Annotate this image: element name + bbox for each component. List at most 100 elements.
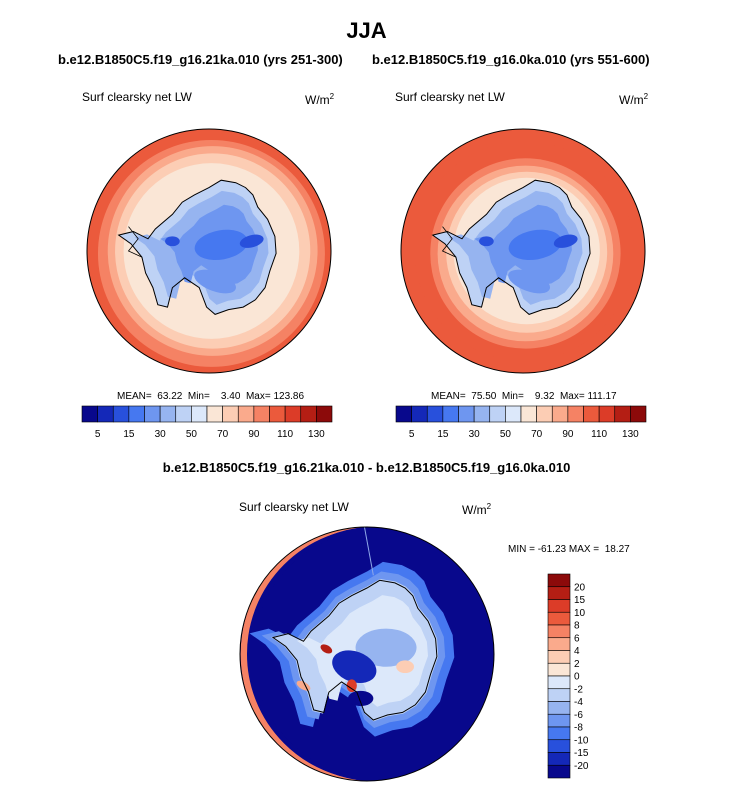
colorbar-cell: [547, 650, 571, 664]
map-field: [401, 129, 645, 373]
panel-1-case-title: b.e12.B1850C5.f19_g16.21ka.010 (yrs 251-…: [58, 52, 343, 67]
colorbar-0ka: 5 15 30 50 70 90 110 130: [395, 405, 647, 440]
panel-2-case-title: b.e12.B1850C5.f19_g16.0ka.010 (yrs 551-6…: [372, 52, 650, 67]
colorbar-cell: [547, 573, 571, 588]
colorbar-cell: [128, 405, 145, 423]
map-field: [240, 527, 494, 781]
colorbar-21ka: 5 15 30 50 70 90 110 130: [81, 405, 333, 440]
colorbar-tick-label: 15: [574, 595, 586, 606]
map-field: [87, 129, 331, 373]
colorbar-tick-label: -15: [574, 748, 589, 759]
colorbar-tick-label: 30: [469, 429, 481, 440]
colorbar-cell: [547, 701, 571, 715]
colorbar-cell: [411, 405, 428, 423]
colorbar-cell: [237, 405, 255, 423]
colorbar-cell: [253, 405, 270, 423]
colorbar-tick-label: 15: [123, 429, 135, 440]
colorbar-tick-label: 6: [574, 633, 580, 644]
difference-units: W/m2: [462, 502, 492, 517]
colorbar-tick-label: 0: [574, 672, 580, 683]
colorbar-tick-label: 5: [409, 429, 415, 440]
panel-1-subtitle: Surf clearsky net LW: [82, 90, 192, 104]
colorbar-tick-label: 130: [622, 429, 639, 440]
colorbar-tick-label: -4: [574, 697, 583, 708]
figure-title: JJA: [346, 18, 387, 43]
colorbar-cell: [547, 624, 571, 639]
colorbar-cell: [547, 752, 571, 766]
colorbar-cell: [547, 688, 571, 702]
colorbar-cell: [112, 405, 130, 423]
colorbar-tick-label: 110: [277, 429, 293, 440]
colorbar-cell: [191, 405, 208, 423]
colorbar-cell: [316, 405, 333, 423]
colorbar-cell: [547, 599, 571, 613]
difference-title: b.e12.B1850C5.f19_g16.21ka.010 - b.e12.B…: [162, 460, 571, 475]
colorbar-tick-label: -20: [574, 761, 589, 772]
colorbar-cell: [551, 405, 569, 423]
difference-subtitle: Surf clearsky net LW: [239, 500, 349, 514]
colorbar-tick-label: -10: [574, 735, 589, 746]
colorbar-cell: [489, 405, 506, 423]
colorbar-cell: [547, 675, 571, 690]
colorbar-cell: [222, 405, 239, 423]
panel-1-units: W/m2: [305, 92, 335, 107]
colorbar-cell: [505, 405, 522, 423]
colorbar-cell: [598, 405, 616, 423]
colorbar-cell: [630, 405, 647, 423]
colorbar-cell: [426, 405, 444, 423]
colorbar-tick-label: 20: [574, 582, 586, 593]
colorbar-cell: [144, 405, 161, 423]
map-difference: [239, 526, 495, 782]
panel-2-stats: MEAN= 75.50 Min= 9.32 Max= 111.17: [431, 391, 617, 402]
colorbar-tick-label: 90: [562, 429, 574, 440]
colorbar-tick-label: 90: [248, 429, 260, 440]
colorbar-cell: [547, 662, 571, 677]
colorbar-tick-label: 70: [531, 429, 543, 440]
colorbar-cell: [614, 405, 631, 423]
colorbar-tick-label: -6: [574, 710, 583, 721]
colorbar-cell: [97, 405, 114, 423]
colorbar-cell: [442, 405, 459, 423]
difference-stats: MIN = -61.23 MAX = 18.27: [508, 544, 630, 555]
colorbar-cell: [520, 405, 537, 423]
colorbar-cell: [395, 405, 412, 423]
colorbar-tick-label: 8: [574, 621, 580, 632]
colorbar-tick-label: 2: [574, 659, 580, 670]
colorbar-tick-label: 30: [155, 429, 167, 440]
colorbar-cell: [81, 405, 98, 423]
colorbar-tick-label: -8: [574, 723, 583, 734]
colorbar-cell: [547, 586, 571, 600]
colorbar-cell: [269, 405, 286, 423]
colorbar-cell: [458, 405, 475, 423]
map-21ka: [86, 128, 332, 374]
colorbar-tick-label: 10: [574, 608, 586, 619]
colorbar-cell: [547, 726, 571, 741]
colorbar-tick-label: 4: [574, 646, 580, 657]
colorbar-tick-label: 70: [217, 429, 229, 440]
colorbar-cell: [175, 405, 192, 423]
colorbar-cell: [547, 637, 571, 651]
colorbar-tick-label: 50: [500, 429, 512, 440]
colorbar-cell: [547, 739, 571, 753]
colorbar-tick-label: 130: [308, 429, 325, 440]
panel-2-units: W/m2: [619, 92, 649, 107]
map-0ka: [400, 128, 646, 374]
colorbar-cell: [547, 713, 571, 728]
colorbar-cell: [473, 405, 491, 423]
colorbar-tick-label: 15: [437, 429, 449, 440]
colorbar-tick-label: 5: [95, 429, 101, 440]
colorbar-cell: [536, 405, 553, 423]
panel-2-subtitle: Surf clearsky net LW: [395, 90, 505, 104]
colorbar-cell: [583, 405, 600, 423]
colorbar-tick-label: 110: [591, 429, 607, 440]
colorbar-cell: [284, 405, 302, 423]
colorbar-tick-label: 50: [186, 429, 198, 440]
colorbar-cell: [206, 405, 223, 423]
colorbar-cell: [567, 405, 584, 423]
colorbar-cell: [300, 405, 317, 423]
colorbar-cell: [159, 405, 177, 423]
colorbar-cell: [547, 611, 571, 626]
colorbar-cell: [547, 764, 571, 779]
colorbar-tick-label: -2: [574, 684, 583, 695]
